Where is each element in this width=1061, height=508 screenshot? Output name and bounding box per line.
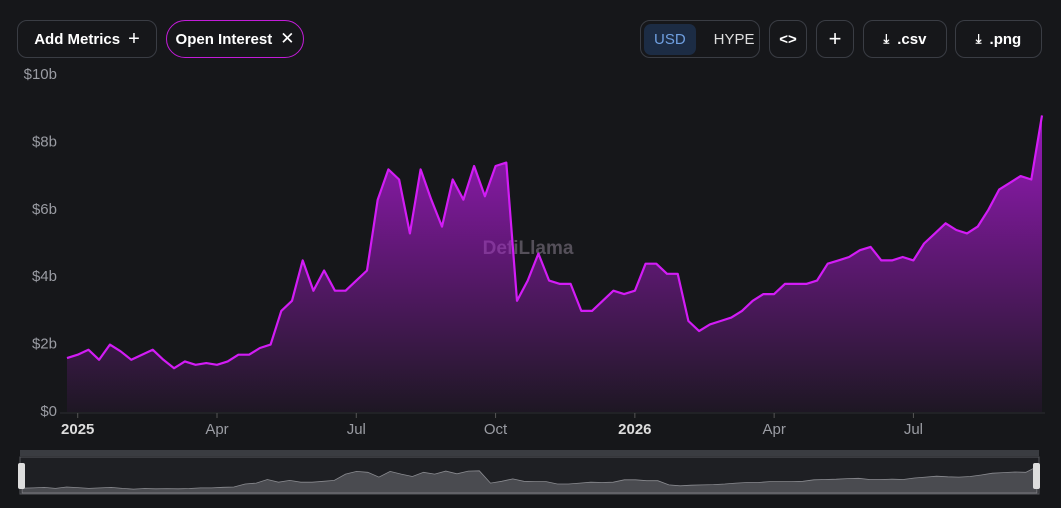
currency-toggle: USD HYPE bbox=[640, 20, 760, 58]
label: Open Interest bbox=[175, 30, 273, 48]
add-metrics-button[interactable]: Add Metrics + bbox=[17, 20, 157, 58]
y-tick-label: $0 bbox=[40, 403, 57, 420]
currency-option[interactable]: USD bbox=[644, 23, 696, 55]
x-tick-label: Apr bbox=[762, 421, 785, 438]
x-tick-label: Jul bbox=[904, 421, 923, 438]
line bbox=[66, 115, 1044, 370]
label: .png bbox=[989, 30, 1022, 48]
x-tick-label: Oct bbox=[484, 421, 508, 438]
label: Add Metrics bbox=[34, 30, 121, 48]
navigator-line bbox=[21, 465, 1038, 494]
download-icon: ⤓ bbox=[975, 31, 982, 46]
download-icon: ⤓ bbox=[883, 31, 890, 46]
metric-chip[interactable]: Open Interest ✕ bbox=[166, 20, 304, 58]
x-tick-label: Jul bbox=[347, 421, 366, 438]
area bbox=[67, 115, 1042, 413]
y-tick-label: $10b bbox=[24, 66, 57, 83]
y-tick-label: $6b bbox=[32, 201, 57, 218]
y-tick-label: $4b bbox=[32, 268, 57, 285]
x-tick-label: Apr bbox=[205, 421, 228, 438]
navigator-handle[interactable] bbox=[18, 463, 25, 489]
add-button[interactable]: + bbox=[816, 20, 854, 58]
y-tick-label: $2b bbox=[32, 336, 57, 353]
embed-button[interactable]: <> bbox=[769, 20, 807, 58]
png-button[interactable]: ⤓ .png bbox=[955, 20, 1042, 58]
csv-button[interactable]: ⤓ .csv bbox=[863, 20, 947, 58]
x-tick-label: 2025 bbox=[61, 421, 94, 438]
close-icon: ✕ bbox=[280, 29, 295, 48]
x-tick-label: 2026 bbox=[618, 421, 651, 438]
plus-icon: + bbox=[128, 27, 140, 50]
y-tick-label: $8b bbox=[32, 133, 57, 150]
scrollbar[interactable] bbox=[20, 450, 1039, 456]
label: .csv bbox=[897, 30, 927, 48]
currency-option[interactable]: HYPE bbox=[713, 30, 755, 48]
navigator-handle[interactable] bbox=[1033, 463, 1040, 489]
